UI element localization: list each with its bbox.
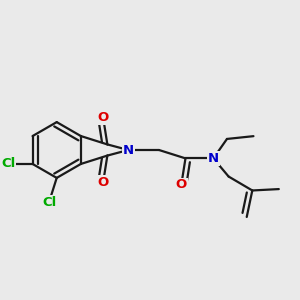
Text: Cl: Cl — [42, 196, 56, 208]
Text: O: O — [98, 111, 109, 124]
Text: N: N — [208, 152, 219, 165]
Text: O: O — [176, 178, 187, 191]
Text: N: N — [123, 143, 134, 157]
Text: Cl: Cl — [1, 158, 16, 170]
Text: O: O — [98, 176, 109, 189]
